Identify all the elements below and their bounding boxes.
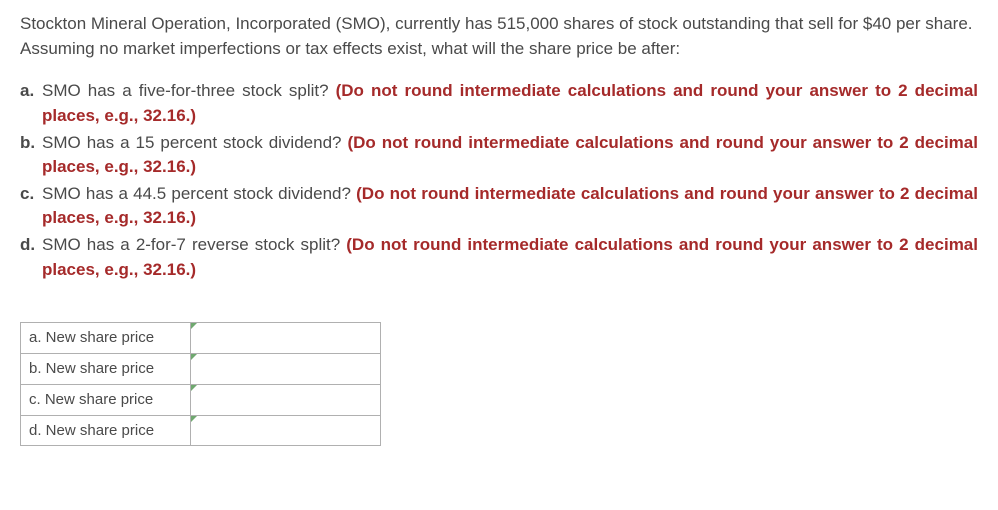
answer-cell bbox=[191, 384, 381, 415]
input-indicator-icon bbox=[191, 354, 197, 360]
answer-label: a. New share price bbox=[21, 323, 191, 354]
question-text: SMO has a 15 percent stock dividend? bbox=[42, 133, 347, 152]
answer-label: d. New share price bbox=[21, 415, 191, 446]
question-marker: d. bbox=[20, 233, 42, 282]
answer-cell bbox=[191, 354, 381, 385]
answer-cell bbox=[191, 323, 381, 354]
question-body: SMO has a 44.5 percent stock dividend? (… bbox=[42, 182, 978, 231]
table-row: b. New share price bbox=[21, 354, 381, 385]
question-body: SMO has a 2-for-7 reverse stock split? (… bbox=[42, 233, 978, 282]
answer-label: c. New share price bbox=[21, 384, 191, 415]
answer-input-d[interactable] bbox=[191, 418, 380, 443]
question-item: a. SMO has a five-for-three stock split?… bbox=[20, 79, 978, 128]
question-text: SMO has a five-for-three stock split? bbox=[42, 81, 336, 100]
question-list: a. SMO has a five-for-three stock split?… bbox=[20, 79, 978, 282]
input-indicator-icon bbox=[191, 385, 197, 391]
question-marker: a. bbox=[20, 79, 42, 128]
question-marker: b. bbox=[20, 131, 42, 180]
question-marker: c. bbox=[20, 182, 42, 231]
input-indicator-icon bbox=[191, 323, 197, 329]
question-item: c. SMO has a 44.5 percent stock dividend… bbox=[20, 182, 978, 231]
answer-input-c[interactable] bbox=[191, 387, 380, 412]
answer-input-a[interactable] bbox=[191, 326, 380, 351]
table-row: d. New share price bbox=[21, 415, 381, 446]
answer-label: b. New share price bbox=[21, 354, 191, 385]
question-item: b. SMO has a 15 percent stock dividend? … bbox=[20, 131, 978, 180]
question-text: SMO has a 44.5 percent stock dividend? bbox=[42, 184, 356, 203]
problem-intro: Stockton Mineral Operation, Incorporated… bbox=[20, 12, 978, 61]
input-indicator-icon bbox=[191, 416, 197, 422]
question-body: SMO has a five-for-three stock split? (D… bbox=[42, 79, 978, 128]
answer-input-b[interactable] bbox=[191, 357, 380, 382]
question-item: d. SMO has a 2-for-7 reverse stock split… bbox=[20, 233, 978, 282]
question-text: SMO has a 2-for-7 reverse stock split? bbox=[42, 235, 346, 254]
table-row: c. New share price bbox=[21, 384, 381, 415]
answer-cell bbox=[191, 415, 381, 446]
question-body: SMO has a 15 percent stock dividend? (Do… bbox=[42, 131, 978, 180]
answer-table: a. New share price b. New share price c.… bbox=[20, 322, 381, 446]
table-row: a. New share price bbox=[21, 323, 381, 354]
